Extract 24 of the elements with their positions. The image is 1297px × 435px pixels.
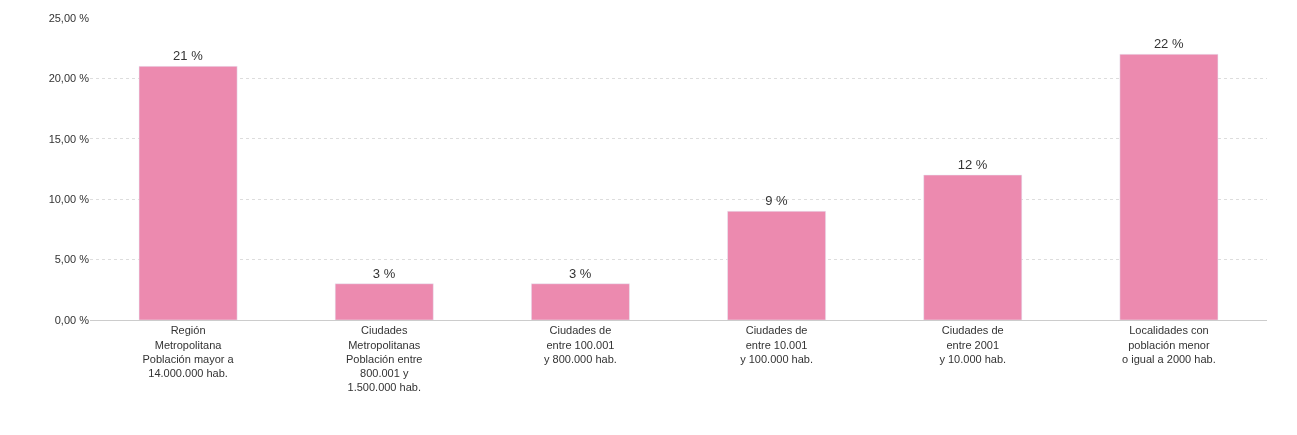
data-label: 22 % — [1153, 36, 1184, 52]
data-label: 3 % — [372, 265, 396, 281]
bar — [531, 283, 630, 320]
x-tick-label: Ciudades de entre 2001 y 10.000 hab. — [939, 324, 1007, 365]
bar — [923, 174, 1023, 320]
y-tick-label: 25,00 % — [48, 11, 90, 24]
y-tick-label: 0,00 % — [54, 313, 90, 326]
x-tick-label: Localidades con población menor o igual a 2000 hab. — [1122, 324, 1216, 365]
bar — [727, 211, 826, 320]
bar — [1119, 53, 1219, 320]
bar — [334, 283, 434, 320]
y-tick-label: 20,00 % — [48, 72, 90, 85]
x-tick-label: Región Metropolitana Población mayor a 14.000.000 hab. — [142, 324, 235, 380]
y-tick-label: 5,00 % — [54, 253, 90, 266]
data-label: 12 % — [957, 157, 988, 173]
x-tick-label: Ciudades Metropolitanas Población entre 800.001 y 1.500.000 hab. — [346, 324, 423, 394]
data-label: 3 % — [568, 265, 592, 281]
x-tick-label: Ciudades de entre 100.001 y 800.000 hab. — [544, 324, 617, 365]
y-tick-label: 15,00 % — [48, 132, 90, 145]
data-label: 21 % — [173, 48, 204, 64]
bar — [138, 66, 238, 320]
y-tick-label: 10,00 % — [48, 193, 90, 206]
data-label: 9 % — [765, 193, 789, 209]
x-tick-label: Ciudades de entre 10.001 y 100.000 hab. — [740, 324, 813, 365]
